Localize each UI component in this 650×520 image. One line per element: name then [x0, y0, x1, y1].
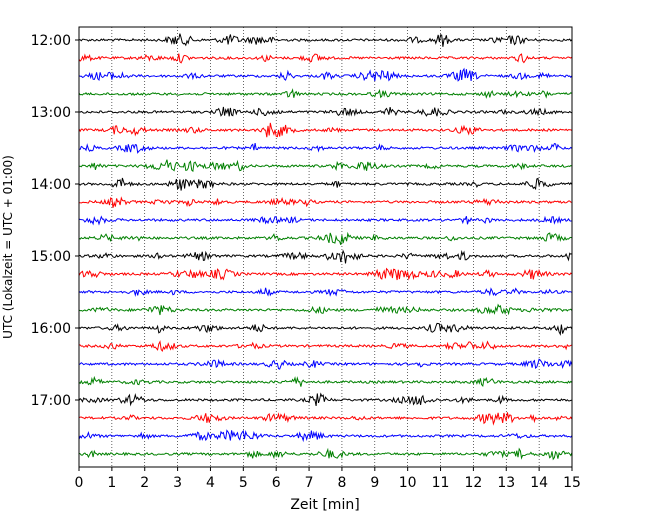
trace-14:15: [79, 196, 573, 208]
x-tick-label: 9: [370, 475, 379, 491]
trace-13:45: [78, 159, 573, 173]
trace-15:30: [78, 287, 573, 297]
trace-13:15: [78, 122, 573, 138]
trace-16:00: [78, 322, 573, 336]
trace-15:00: [78, 249, 573, 264]
plot-frame: [78, 26, 573, 468]
y-tick-label: 17:00: [31, 393, 71, 409]
trace-15:45: [78, 303, 573, 316]
x-tick-label: 2: [140, 475, 149, 491]
trace-16:30: [78, 358, 573, 370]
trace-14:00: [78, 177, 573, 191]
x-tick-label: 10: [399, 475, 417, 491]
trace-17:00: [78, 392, 573, 407]
y-tick-label: 16:00: [31, 321, 71, 337]
x-tick-label: 12: [464, 475, 482, 491]
trace-15:15: [78, 267, 573, 281]
trace-12:00: [79, 33, 573, 47]
y-tick-label: 12:00: [31, 33, 71, 49]
x-tick-label: 5: [239, 475, 248, 491]
x-axis-label: Zeit [min]: [290, 497, 359, 513]
x-tick-label: 13: [497, 475, 515, 491]
x-tick-label: 7: [305, 475, 314, 491]
y-tick-label: 15:00: [31, 249, 71, 265]
y-tick-label: 13:00: [31, 105, 71, 121]
x-tick-label: 11: [432, 475, 450, 491]
trace-17:45: [78, 447, 573, 461]
y-tick-label: 14:00: [31, 177, 71, 193]
x-tick-label: 3: [173, 475, 182, 491]
trace-16:45: [78, 375, 573, 387]
x-tick-label: 14: [530, 475, 548, 491]
x-axis: 0 1 2 3 4 5 6 7 8 9 10 11 12 13 14 15: [75, 467, 581, 491]
grid-lines: [111, 27, 540, 467]
trace-17:15: [78, 412, 573, 426]
trace-13:30: [78, 143, 573, 154]
x-tick-label: 8: [337, 475, 346, 491]
x-tick-label: 15: [563, 475, 581, 491]
trace-12:15: [78, 53, 573, 64]
trace-12:30: [78, 67, 573, 82]
trace-16:15: [78, 340, 573, 353]
y-axis: 12:00 13:00 14:00 15:00 16:00 17:00: [31, 33, 79, 409]
plot-area: [79, 27, 572, 467]
x-tick-label: 4: [206, 475, 215, 491]
y-axis-label: UTC (Lokalzeit = UTC + 01:00): [1, 155, 15, 339]
traces: [78, 33, 573, 461]
trace-14:30: [78, 215, 573, 226]
trace-12:45: [78, 88, 573, 99]
x-tick-label: 1: [107, 475, 116, 491]
trace-17:30: [78, 429, 573, 443]
x-tick-label: 0: [75, 475, 84, 491]
x-tick-label: 6: [272, 475, 281, 491]
trace-13:00: [78, 106, 573, 117]
trace-14:45: [78, 231, 573, 246]
